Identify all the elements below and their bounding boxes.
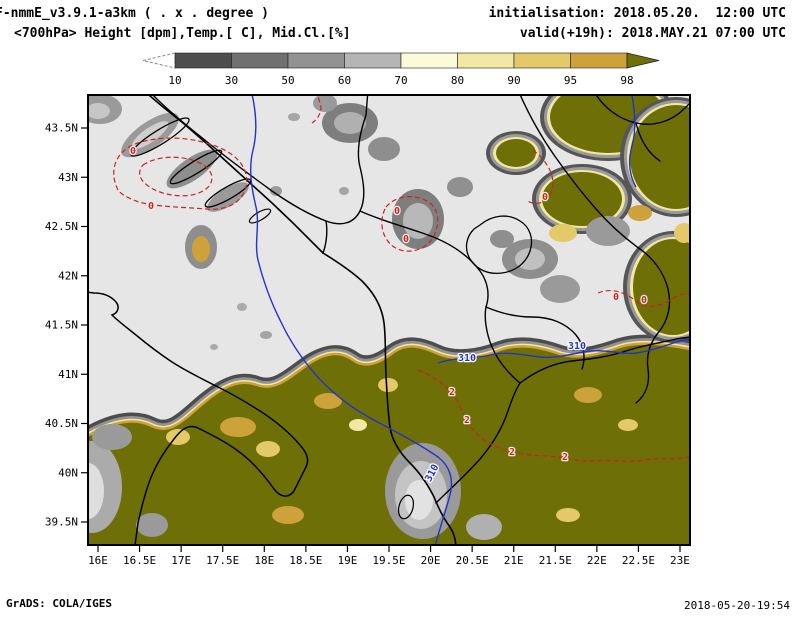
lat-label: 42.5N: [45, 220, 78, 233]
temp-contour-label: 0: [613, 292, 619, 303]
colorbar-tick-label: 50: [281, 74, 294, 87]
cloud-shading-south: [88, 334, 690, 545]
lon-label: 19E: [337, 554, 357, 567]
lon-label: 18E: [254, 554, 274, 567]
colorbar-tick-label: 30: [225, 74, 238, 87]
height-contour-label: 310: [458, 353, 476, 364]
lon-label: 20.5E: [456, 554, 489, 567]
field-title: <700hPa> Height [dpm],Temp.[ C], Mid.Cl.…: [14, 26, 351, 42]
lat-label: 41N: [58, 368, 78, 381]
lat-label: 41.5N: [45, 319, 78, 332]
colorbar-tick-label: 98: [620, 74, 633, 87]
lat-label: 43.5N: [45, 122, 78, 135]
model-title: F-nmmE_v3.9.1-a3km ( . x . degree ): [0, 6, 269, 21]
cloud-cover-colorbar: 10 30 50 60 70 80 90 95 98: [142, 52, 660, 87]
temp-contour-label: 0: [641, 295, 647, 306]
colorbar-segment: [174, 52, 232, 69]
longitude-axis: 16E 16.5E 17E 17.5E 18E 18.5E 19E 19.5E 20E 20.5E…: [88, 545, 690, 567]
lon-label: 20E: [421, 554, 441, 567]
colorbar-left-arrow: [142, 52, 176, 69]
temp-contour-label: 0: [403, 234, 409, 245]
temp-contour-label: 2: [449, 387, 455, 398]
lon-label: 23E: [670, 554, 690, 567]
valid-time-label: valid(+19h): 2018.MAY.21 07:00 UTC: [519, 26, 786, 42]
grads-credit: GrADS: COLA/IGES: [6, 597, 112, 610]
init-time-label: initialisation: 2018.05.20. 12:00 UTC: [488, 6, 786, 21]
temp-contour-label: 0: [394, 206, 400, 217]
colorbar-tick-label: 95: [564, 74, 577, 87]
plot-header: F-nmmE_v3.9.1-a3km ( . x . degree ) init…: [0, 4, 800, 44]
lon-label: 18.5E: [289, 554, 322, 567]
colorbar-tick-label: 80: [451, 74, 464, 87]
colorbar-right-arrow: [626, 52, 660, 69]
colorbar-segment: [513, 52, 571, 69]
lon-label: 19.5E: [372, 554, 405, 567]
lat-label: 40N: [58, 466, 78, 479]
lon-label: 21E: [504, 554, 524, 567]
lon-label: 17E: [171, 554, 191, 567]
colorbar-tick-label: 60: [338, 74, 351, 87]
temp-contour-label: 0: [130, 146, 136, 157]
lon-label: 17.5E: [206, 554, 239, 567]
colorbar-segment: [344, 52, 402, 69]
temp-contour-label: 2: [509, 447, 515, 458]
cloud-shading-northeast: [486, 95, 690, 343]
height-contours: [249, 95, 690, 545]
colorbar-segment: [400, 52, 458, 69]
colorbar-segment: [570, 52, 628, 69]
colorbar-segment: [457, 52, 515, 69]
colorbar-segment: [231, 52, 289, 69]
lon-label: 21.5E: [539, 554, 572, 567]
lon-label: 16E: [88, 554, 108, 567]
lat-label: 42N: [58, 269, 78, 282]
temp-contour-label: 0: [542, 192, 548, 203]
lon-label: 22E: [587, 554, 607, 567]
lon-label: 16.5E: [123, 554, 156, 567]
colorbar-segment: [287, 52, 345, 69]
colorbar-tick-label: 90: [507, 74, 520, 87]
temp-contour-label: 2: [464, 415, 470, 426]
colorbar-tick-label: 70: [394, 74, 407, 87]
height-contour-label: 310: [568, 341, 586, 352]
lat-label: 39.5N: [45, 516, 78, 529]
lat-label: 40.5N: [45, 417, 78, 430]
map-panel: 310 310 310 0 0 0 0 0 0 0 2 2 2 2 43.5N4…: [45, 94, 691, 567]
map-content: 310 310 310 0 0 0 0 0 0 0 2 2 2 2: [88, 95, 690, 545]
temperature-contours: [113, 95, 690, 463]
temp-contour-label: 0: [148, 201, 154, 212]
latitude-axis: 43.5N 43N 42.5N 42N 41.5N 41N 40.5N 40N 39.5N: [45, 122, 88, 529]
coastlines-borders: [88, 95, 690, 545]
creation-timestamp: 2018-05-20-19:54: [684, 599, 790, 612]
temp-contour-label: 2: [562, 452, 568, 463]
colorbar-tick-label: 10: [168, 74, 181, 87]
lon-label: 22.5E: [622, 554, 655, 567]
lat-label: 43N: [58, 171, 78, 184]
